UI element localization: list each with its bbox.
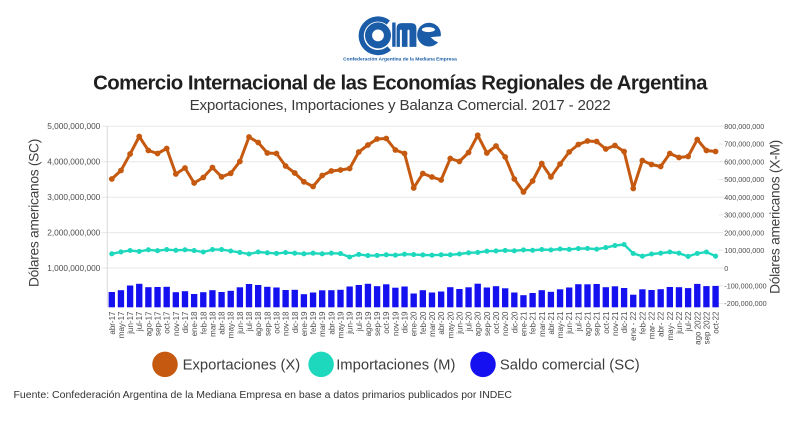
svg-text:abr-17: abr-17 [108,311,117,335]
svg-text:ene-20: ene-20 [410,311,419,336]
svg-text:ene-21: ene-21 [519,311,528,336]
svg-text:Confederación Argentina de la: Confederación Argentina de la Mediana Em… [343,56,457,62]
svg-text:jul-22: jul-22 [684,311,693,332]
svg-text:abr-18: abr-18 [218,311,227,335]
svg-text:Fuente: Confederación Argentin: Fuente: Confederación Argentina de la Me… [14,389,513,401]
svg-text:Comercio Internacional de las: Comercio Internacional de las Economías … [93,73,708,95]
svg-text:ago-21: ago-21 [584,311,593,336]
svg-text:feb-21: feb-21 [529,311,538,334]
svg-text:ene-19: ene-19 [300,311,309,336]
svg-text:jun-17: jun-17 [126,311,135,335]
svg-text:ago-18: ago-18 [254,311,263,336]
svg-text:2,000,000,000: 2,000,000,000 [47,228,100,238]
svg-text:100,000,000: 100,000,000 [724,246,764,255]
svg-text:nov-17: nov-17 [172,311,181,336]
svg-text:300,000,000: 300,000,000 [724,211,764,220]
svg-text:400,000,000: 400,000,000 [724,193,764,202]
svg-text:jul-20: jul-20 [465,311,474,332]
svg-text:dic-18: dic-18 [291,311,300,333]
svg-text:nov-18: nov-18 [282,311,291,336]
svg-text:-100,000,000: -100,000,000 [724,282,766,291]
svg-text:sep-17: sep-17 [154,311,163,336]
svg-text:oct-17: oct-17 [163,311,172,334]
svg-text:nov-21: nov-21 [611,311,620,336]
svg-text:mar-20: mar-20 [428,311,437,337]
svg-text:oct-19: oct-19 [382,311,391,334]
svg-text:feb-22: feb-22 [638,311,647,334]
svg-text:jul-17: jul-17 [135,311,144,332]
svg-text:oct-20: oct-20 [492,311,501,334]
svg-text:Exportaciones (X): Exportaciones (X) [183,358,301,374]
svg-text:0: 0 [724,264,728,273]
svg-text:abr-19: abr-19 [327,311,336,335]
svg-text:sep-18: sep-18 [263,311,272,336]
svg-text:dic-19: dic-19 [401,311,410,333]
svg-text:mar- 22: mar- 22 [648,311,657,339]
svg-text:ene-18: ene-18 [190,311,199,336]
svg-text:500,000,000: 500,000,000 [724,175,764,184]
svg-text:jun-18: jun-18 [236,311,245,335]
svg-text:jul-21: jul-21 [574,311,583,332]
svg-text:ene - 22: ene - 22 [629,311,638,341]
svg-text:sep-20: sep-20 [483,311,492,336]
svg-text:Dólares americanos (X-M): Dólares americanos (X-M) [768,140,783,294]
svg-text:ago-17: ago-17 [144,311,153,336]
svg-text:abr-20: abr-20 [437,311,446,335]
svg-text:abr-21: abr-21 [547,311,556,335]
svg-text:ago-20: ago-20 [474,311,483,336]
svg-text:jun-22: jun-22 [675,311,684,335]
svg-text:abr- 22: abr- 22 [657,311,666,337]
svg-text:jul-19: jul-19 [355,311,364,332]
svg-text:may-20: may-20 [446,311,455,338]
svg-text:600,000,000: 600,000,000 [724,157,764,166]
svg-text:ago 2022: ago 2022 [693,311,702,345]
svg-text:nov-20: nov-20 [501,311,510,336]
svg-text:jun-20: jun-20 [455,311,464,335]
svg-text:jun-21: jun-21 [565,311,574,335]
svg-text:jul-18: jul-18 [245,311,254,332]
svg-text:sep-19: sep-19 [373,311,382,336]
svg-text:200,000,000: 200,000,000 [724,228,764,237]
svg-text:dic-21: dic-21 [620,311,629,333]
svg-text:mar-18: mar-18 [208,311,217,337]
svg-text:dic-17: dic-17 [181,311,190,333]
svg-text:oct-22: oct-22 [712,311,721,334]
svg-text:sep-21: sep-21 [593,311,602,336]
svg-text:4,000,000,000: 4,000,000,000 [47,157,100,167]
svg-text:5,000,000,000: 5,000,000,000 [47,121,100,131]
svg-text:Exportaciones, Importaciones y: Exportaciones, Importaciones y Balanza C… [190,97,611,114]
svg-text:may-18: may-18 [227,311,236,338]
svg-text:nov-19: nov-19 [391,311,400,336]
svg-text:-200,000,000: -200,000,000 [724,299,766,308]
svg-text:may-19: may-19 [337,311,346,338]
svg-text:3,000,000,000: 3,000,000,000 [47,192,100,202]
svg-text:1,000,000,000: 1,000,000,000 [47,263,100,273]
svg-text:ago-19: ago-19 [364,311,373,336]
svg-text:jun-19: jun-19 [346,311,355,335]
svg-text:700,000,000: 700,000,000 [724,140,764,149]
svg-text:oct-21: oct-21 [602,311,611,334]
svg-text:dic-20: dic-20 [510,311,519,333]
svg-text:Saldo comercial (SC): Saldo comercial (SC) [500,358,640,374]
svg-text:oct-18: oct-18 [272,311,281,334]
svg-text:800,000,000: 800,000,000 [724,122,764,131]
svg-text:may- 22: may- 22 [666,311,675,340]
svg-text:feb-20: feb-20 [419,311,428,334]
svg-text:feb-18: feb-18 [199,311,208,334]
svg-text:mar-21: mar-21 [538,311,547,337]
svg-text:feb-19: feb-19 [309,311,318,334]
svg-text:sep 2022: sep 2022 [702,311,711,344]
svg-text:may-21: may-21 [556,311,565,338]
svg-text:mar-19: mar-19 [318,311,327,337]
svg-text:may-17: may-17 [117,311,126,338]
svg-text:Importaciones (M): Importaciones (M) [336,358,455,374]
svg-text:Dólares americanos (SC): Dólares americanos (SC) [27,139,42,287]
